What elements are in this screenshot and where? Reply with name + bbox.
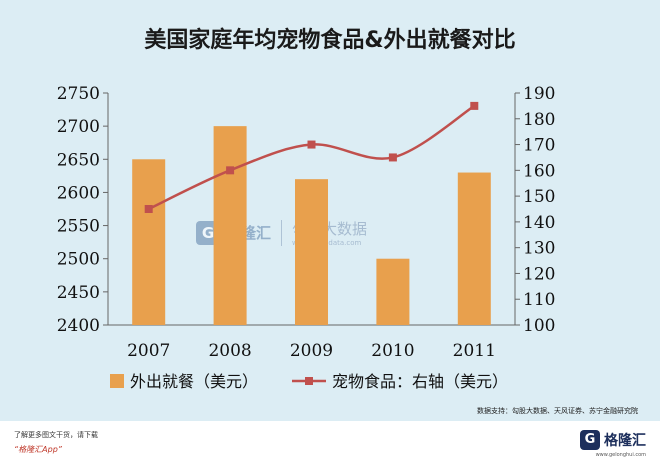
plot-area: 2400 2450 2500 2550 2600 2650 2700 2750 100 110 12… xyxy=(57,84,556,391)
line-point-2009 xyxy=(307,140,316,149)
watermark-divider xyxy=(281,219,283,246)
y-left-tick-label: 2750 xyxy=(57,84,100,104)
legend-swatch-marker xyxy=(305,377,313,385)
brand-logo-icon: G xyxy=(580,430,600,450)
bar-2007 xyxy=(132,159,166,325)
y-left-tick-label: 2400 xyxy=(57,316,100,336)
bar-2011 xyxy=(457,172,491,325)
y-left-tick-label: 2500 xyxy=(57,250,100,270)
legend-swatch-bar xyxy=(110,374,124,388)
line-point-2011 xyxy=(470,101,479,110)
x-tick-label: 2008 xyxy=(208,341,251,361)
y-right-tick-label: 160 xyxy=(523,161,555,181)
x-tick-label: 2007 xyxy=(127,341,170,361)
app-name-link[interactable]: “格隆汇App” xyxy=(14,445,62,454)
y-right-tick-label: 120 xyxy=(523,264,555,284)
bar-2010 xyxy=(376,258,410,325)
chart-title: 美国家庭年均宠物食品&外出就餐对比 xyxy=(144,28,516,53)
x-tick-label: 2010 xyxy=(371,341,414,361)
y-right-tick-label: 190 xyxy=(523,84,555,104)
bar-2009 xyxy=(295,179,328,325)
legend-label-line: 宠物食品：右轴（美元） xyxy=(332,372,508,391)
footer-bar xyxy=(0,421,660,463)
y-right-tick-label: 170 xyxy=(523,136,555,156)
line-point-2007 xyxy=(144,205,153,213)
line-point-2008 xyxy=(226,166,235,175)
y-left-tick-label: 2650 xyxy=(57,150,100,170)
y-right-tick-label: 180 xyxy=(523,110,555,130)
brand-url: www.gelonghui.com xyxy=(595,452,646,458)
legend-label-bar: 外出就餐（美元） xyxy=(130,372,258,391)
source-note: 数据支持：勾股大数据、天风证券、苏宁金融研究院 xyxy=(477,407,638,415)
y-right-tick-label: 150 xyxy=(523,187,555,207)
y-left-tick-label: 2550 xyxy=(57,217,100,237)
y-left-tick-label: 2700 xyxy=(57,117,100,137)
y-right-tick-label: 110 xyxy=(523,290,555,310)
x-tick-label: 2009 xyxy=(290,341,333,361)
brand-logo: G 格隆汇 xyxy=(580,430,646,450)
chart-svg: 2400 2450 2500 2550 2600 2650 2700 2750 100 110 12… xyxy=(57,84,556,391)
y-right-tick-label: 140 xyxy=(523,213,555,233)
y-right-tick-label: 130 xyxy=(523,239,555,259)
y-left-tick-label: 2450 xyxy=(57,283,100,303)
y-right-tick-label: 100 xyxy=(523,316,555,336)
bar-2008 xyxy=(213,126,247,326)
brand-name: 格隆汇 xyxy=(604,433,646,449)
download-hint: 了解更多图文干货，请下载 xyxy=(14,431,98,439)
y-left-tick-label: 2600 xyxy=(57,183,100,203)
x-tick-label: 2011 xyxy=(453,341,496,361)
line-point-2010 xyxy=(388,153,397,162)
